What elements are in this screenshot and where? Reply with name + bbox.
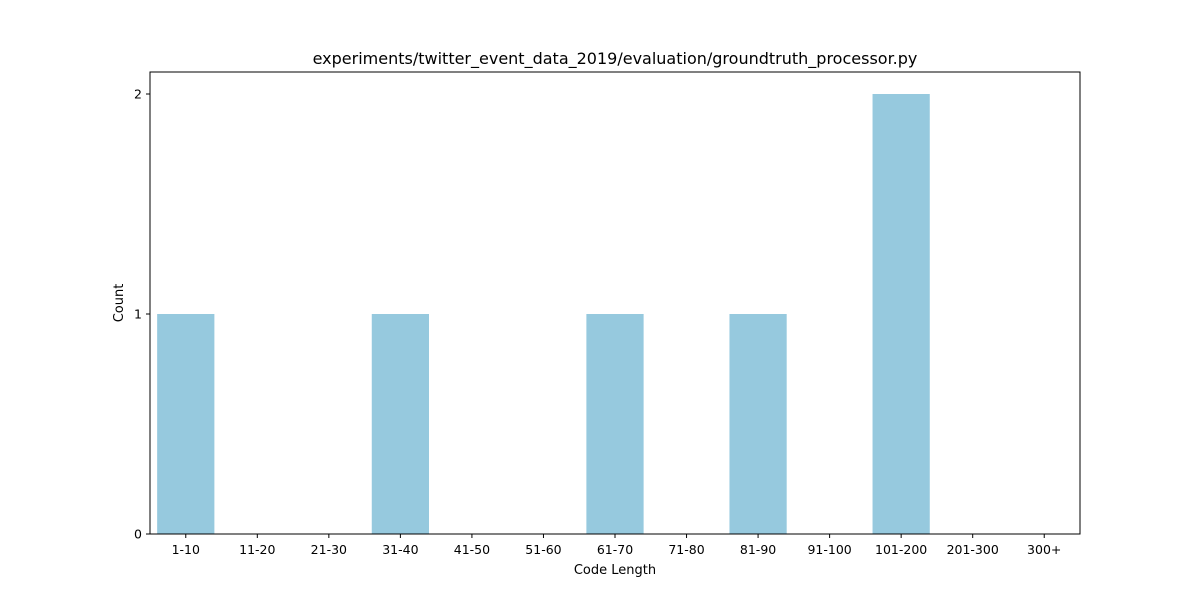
chart-title: experiments/twitter_event_data_2019/eval… <box>313 49 918 69</box>
x-tick-label: 21-30 <box>311 542 347 557</box>
bar-1-10 <box>157 314 215 534</box>
x-tick-label: 1-10 <box>172 542 200 557</box>
x-tick-label: 61-70 <box>597 542 633 557</box>
x-tick-label: 101-200 <box>875 542 927 557</box>
y-axis-label: Count <box>112 284 127 323</box>
bar-61-70 <box>586 314 644 534</box>
x-tick-label: 91-100 <box>807 542 851 557</box>
x-tick-label: 201-300 <box>947 542 999 557</box>
y-tick-label: 0 <box>134 527 142 542</box>
x-tick-label: 51-60 <box>525 542 561 557</box>
x-tick-label: 71-80 <box>668 542 704 557</box>
bar-31-40 <box>371 314 429 534</box>
x-tick-label: 41-50 <box>454 542 490 557</box>
x-tick-label: 31-40 <box>382 542 418 557</box>
bars-group <box>157 94 930 534</box>
y-tick-label: 2 <box>134 87 142 102</box>
bar-81-90 <box>729 314 787 534</box>
x-axis-label: Code Length <box>574 563 656 578</box>
x-axis-ticks: 1-10 11-20 21-30 31-40 41-50 51-60 61-70 71-80 8… <box>172 534 1061 557</box>
y-tick-label: 1 <box>134 307 142 322</box>
x-tick-label: 300+ <box>1027 542 1061 557</box>
x-tick-label: 81-90 <box>740 542 776 557</box>
bar-101-200 <box>872 94 930 534</box>
x-tick-label: 11-20 <box>239 542 275 557</box>
y-axis-ticks: 0 1 2 <box>134 87 150 542</box>
